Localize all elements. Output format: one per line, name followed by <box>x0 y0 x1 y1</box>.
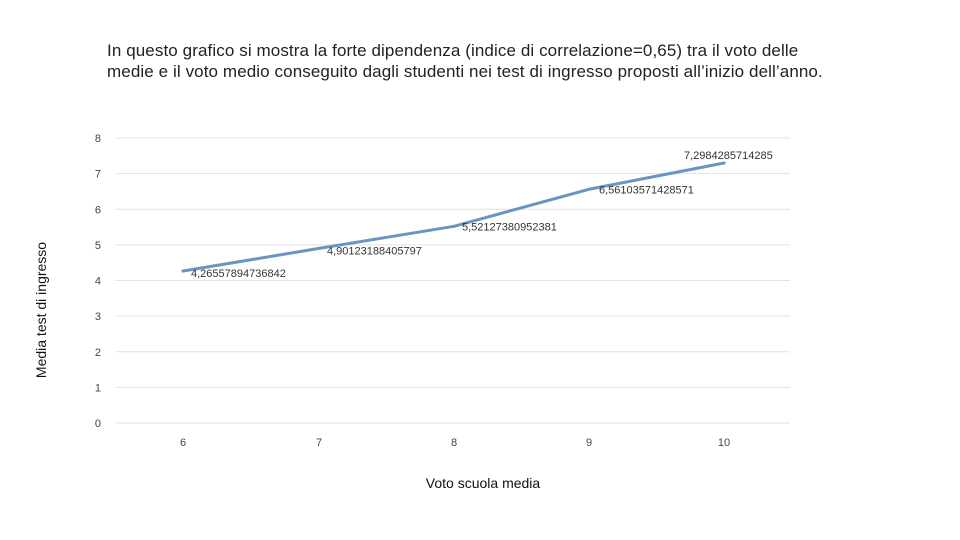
y-tick-label: 3 <box>95 311 101 323</box>
data-label: 7,2984285714285 <box>684 150 773 162</box>
y-tick-label: 4 <box>95 276 101 288</box>
data-point <box>722 161 726 165</box>
data-label: 4,90123188405797 <box>327 245 422 257</box>
gridlines <box>115 137 790 424</box>
y-axis-title: Media test di ingresso <box>33 242 49 378</box>
y-tick-label: 7 <box>95 169 101 181</box>
data-labels: 4,26557894736842 4,90123188405797 5,521273… <box>191 150 773 280</box>
data-point <box>587 187 591 191</box>
x-tick-label: 8 <box>451 437 457 449</box>
series-line <box>181 161 726 273</box>
y-tick-label: 6 <box>95 204 101 216</box>
x-tick-label: 6 <box>180 437 186 449</box>
x-tick-label: 10 <box>718 437 730 449</box>
x-axis-title: Voto scuola media <box>426 475 541 491</box>
data-label: 4,26557894736842 <box>191 268 286 280</box>
x-tick-label: 9 <box>586 437 592 449</box>
y-tick-label: 2 <box>95 347 101 359</box>
y-tick-label: 5 <box>95 240 101 252</box>
series-line-group <box>181 161 726 273</box>
data-point <box>452 224 456 228</box>
x-tick-label: 7 <box>316 437 322 449</box>
x-tick-labels: 6 7 8 9 10 <box>180 437 730 449</box>
data-point <box>181 269 185 273</box>
y-tick-label: 1 <box>95 382 101 394</box>
y-tick-label: 0 <box>95 418 101 430</box>
y-tick-labels: 0 1 2 3 4 5 6 7 8 <box>95 133 101 430</box>
data-label: 5,52127380952381 <box>462 221 557 233</box>
data-label: 6,56103571428571 <box>599 184 694 196</box>
data-point <box>317 246 321 250</box>
y-tick-label: 8 <box>95 133 101 145</box>
chart-caption: In questo grafico si mostra la forte dip… <box>107 41 823 81</box>
